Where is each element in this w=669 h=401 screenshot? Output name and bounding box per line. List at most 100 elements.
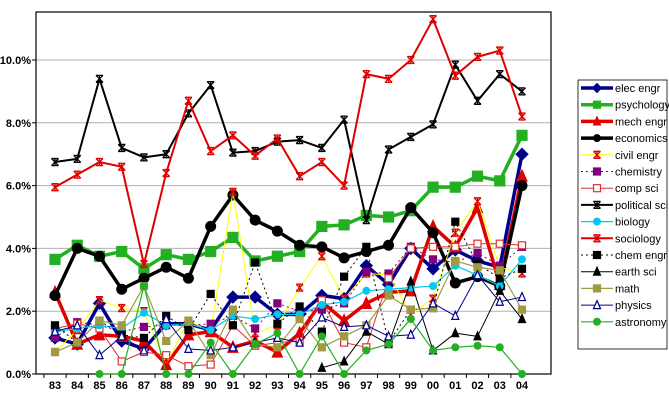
data-point-earth-sci	[473, 330, 482, 341]
data-point-economics	[316, 241, 328, 253]
data-point-math	[495, 266, 504, 275]
legend-item-biology: biology	[581, 217, 650, 229]
data-point-sociology	[51, 183, 59, 192]
series-line-biology	[54, 259, 523, 333]
data-point-astronomy	[228, 370, 237, 378]
data-point-psychology	[182, 253, 195, 265]
data-point-civil-engr	[228, 187, 237, 197]
data-point-comp-sci	[206, 360, 215, 369]
legend-marker	[593, 150, 601, 159]
data-point-sociology	[95, 157, 104, 167]
data-point-political-sci	[429, 120, 438, 129]
series-group	[48, 15, 529, 378]
data-point-astronomy	[206, 338, 215, 347]
plot-area-border	[35, 11, 552, 375]
series-political-sci	[51, 60, 526, 225]
data-point-math	[95, 316, 104, 325]
x-tick-label: 00	[427, 380, 439, 392]
data-point-political-sci	[51, 157, 59, 167]
y-tick-label: 2.0%	[6, 306, 31, 318]
data-point-math	[406, 305, 415, 314]
x-tick-label: 98	[382, 380, 394, 392]
legend-label: economics	[615, 133, 668, 145]
legend-marker	[593, 217, 601, 226]
data-point-economics	[271, 225, 283, 237]
data-point-astronomy	[295, 370, 304, 378]
x-tick-label: 91	[227, 380, 239, 392]
legend-label: elec engr	[615, 83, 661, 95]
data-point-chem-engr	[451, 217, 460, 226]
y-tick-label: 6.0%	[6, 181, 31, 193]
data-point-comp-sci	[428, 242, 438, 251]
data-point-political-sci	[73, 154, 82, 164]
data-point-physics	[72, 319, 82, 330]
data-point-civil-engr	[451, 228, 460, 237]
data-point-comp-sci	[451, 242, 460, 251]
legend-label: comp sci	[615, 183, 658, 195]
data-point-physics	[117, 330, 127, 341]
legend-marker	[593, 200, 601, 210]
data-point-earth-sci	[361, 325, 371, 336]
series-line-psychology	[54, 134, 524, 271]
data-point-political-sci	[295, 135, 304, 145]
data-point-biology	[139, 308, 148, 317]
data-point-physics	[495, 295, 505, 306]
data-point-astronomy	[340, 370, 349, 378]
data-point-physics	[339, 320, 349, 331]
data-point-sociology	[518, 112, 526, 121]
data-point-comp-sci	[495, 239, 504, 248]
data-point-earth-sci	[339, 355, 349, 366]
data-point-psychology	[49, 253, 61, 265]
data-point-math	[73, 338, 82, 347]
data-point-economics	[405, 202, 417, 214]
data-point-mech-engr	[360, 295, 373, 309]
data-point-political-sci	[95, 74, 104, 83]
data-point-sociology	[495, 46, 504, 55]
data-point-chemistry	[273, 299, 282, 308]
data-point-comp-sci	[517, 241, 527, 250]
data-point-sociology	[251, 151, 260, 160]
data-point-earth-sci	[495, 284, 505, 295]
data-point-civil-engr	[473, 197, 482, 206]
legend-marker	[593, 134, 601, 143]
data-point-civil-engr	[162, 360, 171, 369]
legend-marker	[592, 167, 602, 176]
y-tick-label: 8.0%	[6, 118, 31, 130]
data-point-political-sci	[117, 143, 126, 153]
data-point-psychology	[116, 245, 128, 258]
data-point-math	[295, 314, 304, 324]
legend-marker	[592, 299, 602, 310]
data-point-economics	[516, 180, 528, 192]
legend-marker	[593, 317, 601, 326]
data-point-chemistry	[428, 255, 438, 264]
data-point-astronomy	[251, 340, 260, 349]
data-point-astronomy	[95, 370, 104, 378]
legend-item-mech-engr: mech engr	[581, 115, 667, 128]
data-point-physics	[184, 342, 193, 353]
data-point-chem-engr	[206, 289, 215, 299]
data-point-biology	[429, 282, 438, 291]
data-point-sociology	[406, 55, 415, 65]
data-point-sociology	[429, 15, 438, 24]
x-tick-label: 83	[49, 380, 61, 392]
data-point-political-sci	[184, 109, 193, 118]
data-point-sociology	[473, 52, 482, 62]
series-line-political-sci	[54, 63, 523, 222]
data-point-astronomy	[429, 346, 438, 355]
x-tick-label: 89	[182, 380, 194, 392]
legend-marker	[592, 100, 602, 109]
legend-box	[577, 79, 668, 350]
series-line-math	[54, 260, 523, 356]
x-tick-label: 95	[316, 380, 328, 392]
data-point-civil-engr	[117, 303, 126, 313]
legend-marker	[592, 184, 602, 193]
data-point-astronomy	[406, 315, 415, 324]
data-point-psychology	[338, 219, 350, 231]
data-point-political-sci	[473, 96, 482, 105]
data-point-chemistry	[362, 267, 371, 277]
legend-item-elec-engr: elec engr	[581, 82, 661, 95]
legend-label: sociology	[615, 233, 661, 245]
data-point-physics	[361, 319, 371, 330]
data-point-math	[162, 336, 171, 346]
legend-label: math	[615, 283, 639, 295]
